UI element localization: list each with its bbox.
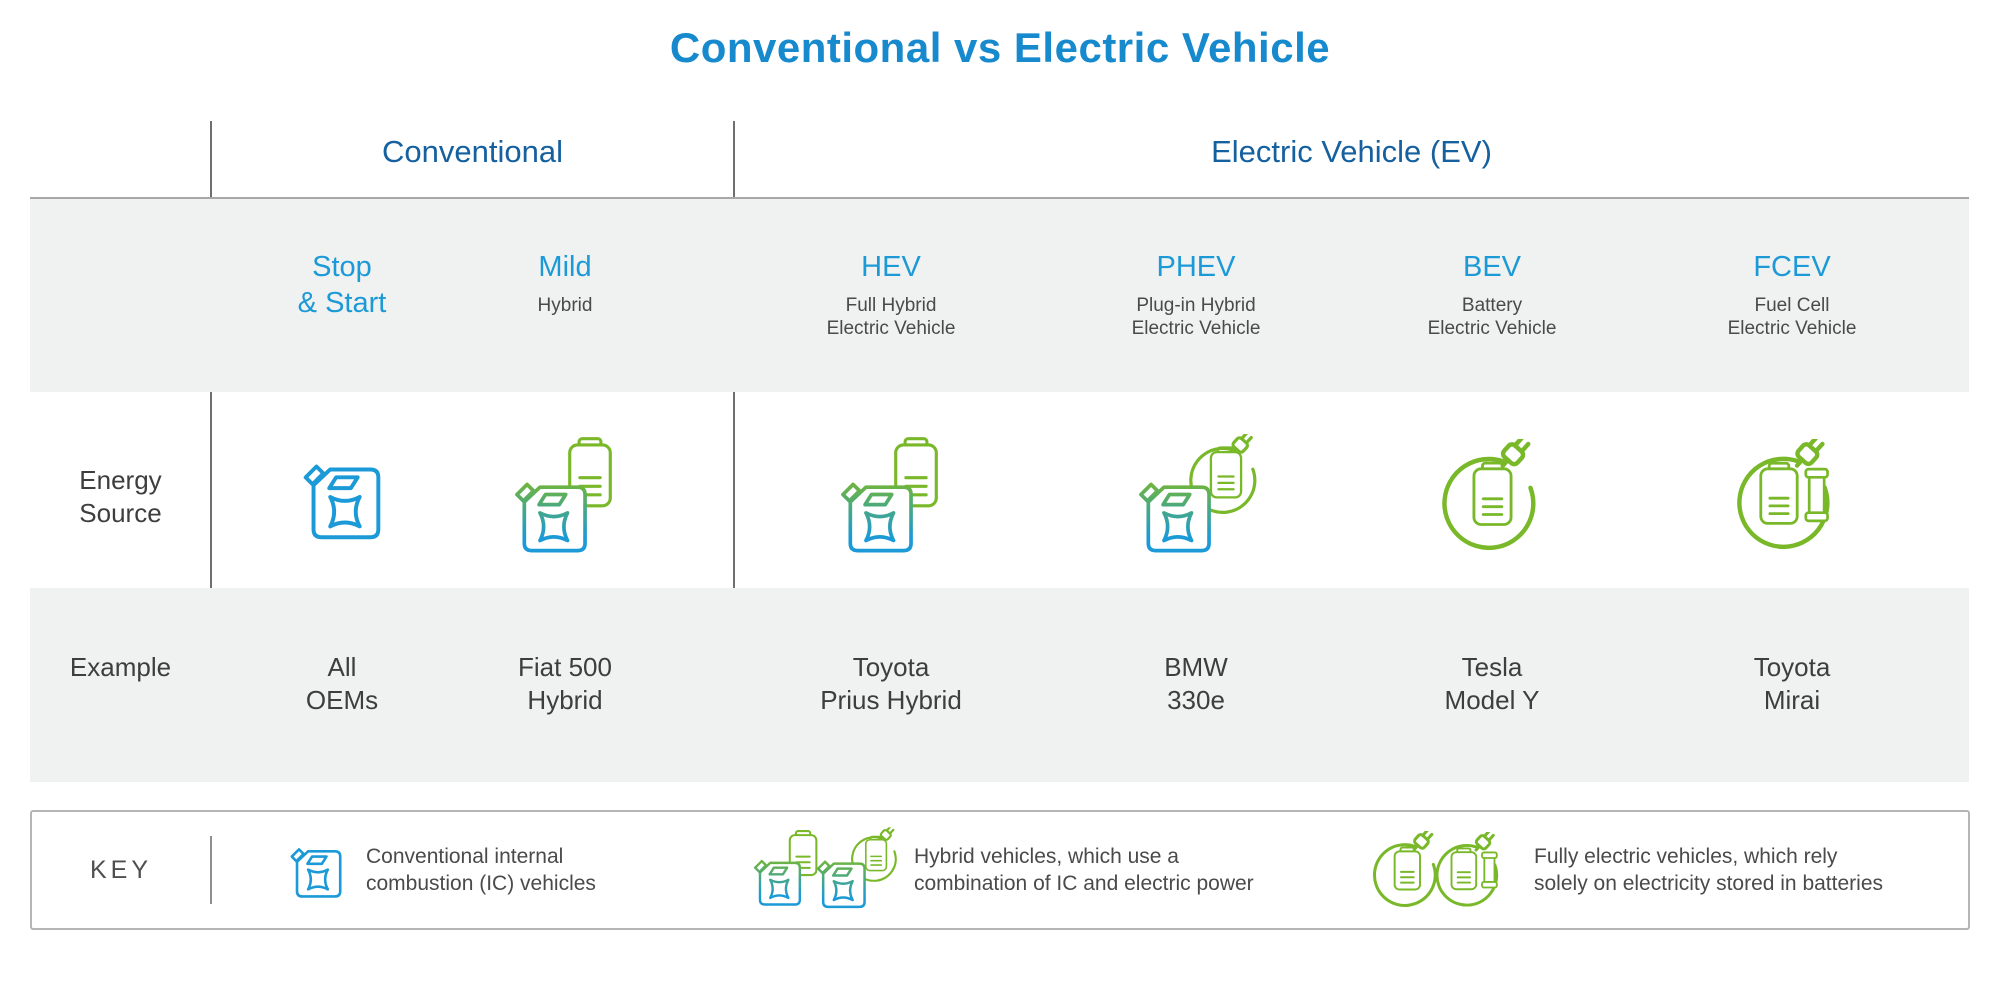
column-subtitle: Full Hybrid Electric Vehicle bbox=[761, 294, 1021, 340]
example-line: Tesla bbox=[1461, 652, 1523, 682]
abbr-line: BEV bbox=[1462, 251, 1522, 283]
example-line: Toyota bbox=[852, 652, 930, 682]
example-line: 330e bbox=[1167, 685, 1225, 715]
abbr-line: HEV bbox=[861, 251, 921, 283]
energy-icon-cell bbox=[495, 428, 635, 564]
example-cell-hev: Toyota Prius Hybrid bbox=[761, 651, 1021, 717]
key-legend-box: KEY Conventional internal combustion (IC… bbox=[30, 810, 1970, 930]
example-cell-bev: Tesla Model Y bbox=[1362, 651, 1622, 717]
example-line: BMW bbox=[1164, 652, 1228, 682]
key-label: KEY bbox=[89, 855, 153, 884]
example-line: Fiat 500 bbox=[518, 652, 612, 682]
key-entry-hybrid-text: Hybrid vehicles, which use a combination… bbox=[914, 843, 1254, 897]
column-header-fcev: FCEV Fuel Cell Electric Vehicle bbox=[1662, 249, 1922, 340]
column-header-mild-hybrid: Mild Hybrid bbox=[435, 249, 695, 317]
column-subtitle: Plug-in Hybrid Electric Vehicle bbox=[1066, 294, 1326, 340]
subtitle-line: Full Hybrid bbox=[845, 295, 937, 316]
example-line: Toyota bbox=[1753, 652, 1831, 682]
column-header-bev: BEV Battery Electric Vehicle bbox=[1362, 249, 1622, 340]
plug-in-hybrid-icon bbox=[1138, 433, 1256, 552]
subtitle-line: Electric Vehicle bbox=[1727, 318, 1857, 339]
hybrid-fuel-battery-icon bbox=[514, 436, 612, 552]
key-entry-conventional-text: Conventional internal combustion (IC) ve… bbox=[366, 843, 596, 897]
energy-icon-cell bbox=[1722, 428, 1862, 564]
example-cell-fcev: Toyota Mirai bbox=[1662, 651, 1922, 717]
column-abbr: Stop & Start bbox=[212, 249, 472, 321]
example-line: Prius Hybrid bbox=[820, 685, 962, 715]
page-title: Conventional vs Electric Vehicle bbox=[669, 24, 1331, 71]
example-line: Hybrid bbox=[527, 685, 603, 715]
key-divider bbox=[210, 836, 212, 904]
key-text-line: solely on electricity stored in batterie… bbox=[1534, 872, 1883, 895]
row-label-line: Energy bbox=[79, 465, 162, 495]
abbr-line: Stop bbox=[312, 251, 372, 283]
energy-icon-cell bbox=[1422, 428, 1562, 564]
abbr-line: & Start bbox=[297, 287, 387, 319]
fuel-can-icon bbox=[290, 848, 342, 898]
subtitle-line: Electric Vehicle bbox=[1427, 318, 1557, 339]
key-text-line: combustion (IC) vehicles bbox=[366, 872, 596, 895]
fuel-cell-electric-icon bbox=[1435, 832, 1499, 907]
subtitle-line: Electric Vehicle bbox=[1131, 318, 1261, 339]
energy-icon-cell bbox=[1126, 428, 1266, 564]
key-text-line: combination of IC and electric power bbox=[914, 872, 1254, 895]
subtitle-line: Plug-in Hybrid bbox=[1136, 295, 1256, 316]
fuel-cell-electric-icon bbox=[1730, 439, 1855, 554]
example-line: All bbox=[327, 652, 357, 682]
example-cell-phev: BMW 330e bbox=[1066, 651, 1326, 717]
example-cell-mild-hybrid: Fiat 500 Hybrid bbox=[435, 651, 695, 717]
energy-icon-cell bbox=[821, 428, 961, 564]
column-subtitle: Battery Electric Vehicle bbox=[1362, 294, 1622, 340]
row-label-energy-source: Energy Source bbox=[30, 464, 211, 530]
column-abbr: PHEV bbox=[1066, 249, 1326, 285]
example-cell-stop-start: All OEMs bbox=[212, 651, 472, 717]
column-header-stop-start: Stop & Start bbox=[212, 249, 472, 330]
column-subtitle: Fuel Cell Electric Vehicle bbox=[1662, 294, 1922, 340]
abbr-line: FCEV bbox=[1753, 251, 1831, 283]
column-header-hev: HEV Full Hybrid Electric Vehicle bbox=[761, 249, 1021, 340]
column-abbr: FCEV bbox=[1662, 249, 1922, 285]
battery-electric-icon bbox=[1435, 439, 1549, 553]
hybrid-fuel-battery-icon bbox=[840, 436, 938, 552]
example-line: Model Y bbox=[1444, 685, 1540, 715]
column-abbr: BEV bbox=[1362, 249, 1622, 285]
group-header-electric-vehicle: Electric Vehicle (EV) bbox=[1211, 134, 1492, 169]
column-abbr: HEV bbox=[761, 249, 1021, 285]
group-header-conventional: Conventional bbox=[382, 134, 563, 169]
fuel-can-icon bbox=[303, 464, 381, 540]
example-line: OEMs bbox=[305, 685, 379, 715]
row-label-line: Source bbox=[79, 498, 162, 528]
subtitle-line: Hybrid bbox=[537, 295, 593, 316]
subtitle-line: Battery bbox=[1461, 295, 1523, 316]
example-row-band bbox=[30, 588, 1969, 782]
column-header-phev: PHEV Plug-in Hybrid Electric Vehicle bbox=[1066, 249, 1326, 340]
subtitle-line: Fuel Cell bbox=[1754, 295, 1830, 316]
abbr-line: PHEV bbox=[1156, 251, 1236, 283]
subtitle-line: Electric Vehicle bbox=[826, 318, 956, 339]
row-label-example: Example bbox=[69, 652, 172, 682]
key-text-line: Fully electric vehicles, which rely bbox=[1534, 845, 1838, 868]
column-header-band bbox=[30, 197, 1969, 392]
key-text-line: Conventional internal bbox=[366, 845, 564, 868]
example-line: Mirai bbox=[1763, 685, 1821, 715]
key-entry-electric-text: Fully electric vehicles, which rely sole… bbox=[1534, 843, 1883, 897]
plug-in-hybrid-icon bbox=[816, 827, 897, 909]
energy-icon-cell bbox=[272, 428, 412, 564]
column-abbr: Mild bbox=[435, 249, 695, 285]
divider-conventional-ev bbox=[733, 121, 735, 782]
divider-labels-conventional bbox=[210, 121, 212, 782]
column-subtitle: Hybrid bbox=[435, 294, 695, 317]
abbr-line: Mild bbox=[538, 251, 592, 283]
key-text-line: Hybrid vehicles, which use a bbox=[914, 845, 1179, 868]
